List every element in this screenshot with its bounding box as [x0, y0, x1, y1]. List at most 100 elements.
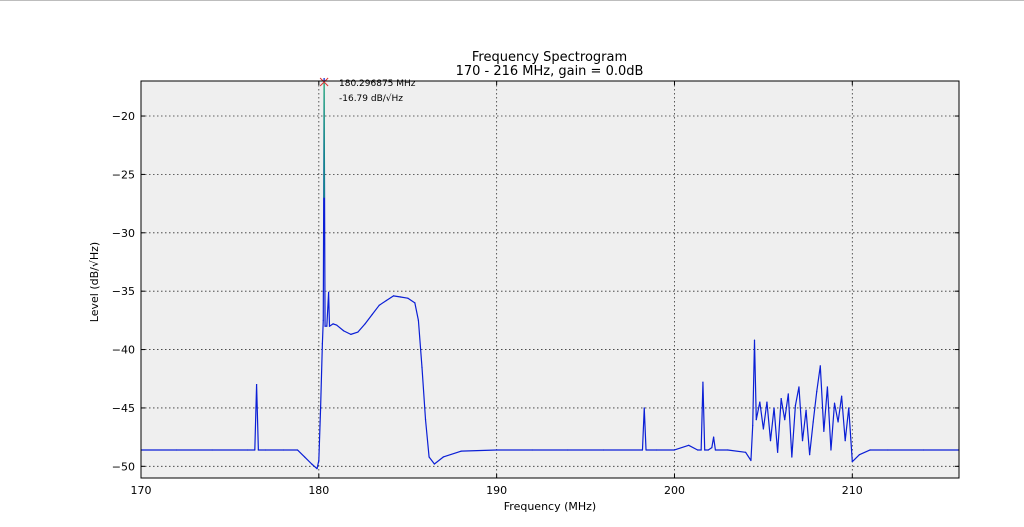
series-point [711, 447, 713, 449]
series-point [407, 297, 409, 299]
series-point [296, 449, 299, 451]
series-point [714, 449, 716, 451]
series-point [745, 451, 747, 453]
series-point [773, 407, 775, 409]
series-point [727, 449, 729, 451]
series-point [922, 449, 925, 451]
series-point [704, 449, 706, 451]
series-point [460, 450, 462, 452]
series-point [304, 456, 306, 458]
series-point [750, 459, 752, 462]
y-tick-label: −40 [112, 344, 135, 357]
y-tick-label: −30 [112, 227, 135, 240]
series-point [531, 449, 533, 451]
series-point [819, 365, 821, 367]
axis-ticks: 170 180 190 200 210 −50 −45 −40 −35 −30 −25 −20 [112, 81, 959, 497]
series-point [414, 302, 416, 304]
series-point [257, 449, 259, 451]
series-point [326, 325, 328, 327]
x-tick-label: 170 [131, 484, 152, 497]
series-point [688, 444, 690, 446]
series-point [378, 304, 380, 306]
series-point [211, 449, 213, 451]
series-point [602, 449, 604, 451]
series-point [643, 407, 645, 409]
series-point [798, 386, 800, 388]
x-tick-label: 190 [486, 484, 507, 497]
peak-marker-layer [319, 77, 329, 198]
series-point [753, 339, 756, 341]
series-point [282, 449, 284, 451]
peak-annotation-level: -16.79 dB/√Hz [339, 93, 403, 104]
y-tick-label: −20 [112, 110, 135, 123]
spectrum-series-line [141, 77, 959, 470]
series-point [844, 440, 846, 442]
series-point [673, 449, 676, 451]
series-point [371, 313, 373, 316]
y-axis-label: Level (dB/√Hz) [88, 242, 101, 322]
series-point [641, 449, 644, 451]
series-point [809, 454, 811, 456]
series-point [424, 419, 427, 421]
series-point [357, 331, 359, 333]
series-point [336, 324, 338, 326]
x-tick-label: 200 [664, 484, 685, 497]
series-point [316, 468, 318, 470]
series-point [323, 77, 325, 80]
series-point [784, 419, 786, 421]
x-tick-label: 180 [308, 484, 329, 497]
series-point [254, 449, 256, 451]
series-point [759, 401, 761, 403]
y-tick-label: −25 [112, 168, 135, 181]
series-point [702, 381, 704, 383]
series-point [791, 456, 793, 458]
series-point [428, 456, 430, 458]
plot-area [141, 81, 959, 478]
series-point [812, 421, 814, 423]
series-point [496, 449, 498, 451]
series-point [350, 333, 352, 335]
series-point [320, 407, 322, 409]
peak-annotation-frequency: 180.296875 MHz [339, 79, 416, 89]
series-point [696, 449, 699, 451]
series-point [858, 454, 861, 456]
series-point [255, 383, 258, 386]
series-point [752, 424, 754, 427]
series-point [175, 449, 178, 451]
series-point [318, 459, 320, 462]
series-point [328, 291, 330, 293]
series-point [392, 295, 395, 297]
series-point [787, 393, 789, 395]
y-tick-label: −50 [112, 460, 135, 473]
series-point [780, 398, 782, 400]
series-point [364, 323, 366, 325]
series-point [328, 325, 331, 327]
series-point [777, 451, 779, 453]
series-point [805, 409, 807, 411]
y-tick-label: −35 [112, 285, 135, 298]
series-point [442, 456, 444, 458]
series-point [656, 449, 658, 451]
series-point [321, 343, 323, 345]
series-point [713, 436, 715, 438]
series-point [645, 449, 647, 451]
y-tick-label: −45 [112, 402, 135, 415]
series-point [769, 440, 772, 442]
series-layer [140, 77, 960, 470]
series-point [830, 449, 832, 451]
series-point [400, 296, 402, 298]
series-point [851, 461, 853, 463]
series-point [343, 330, 345, 332]
series-point [324, 325, 326, 327]
series-point [311, 463, 313, 465]
series-point [823, 430, 825, 432]
series-point [826, 386, 829, 388]
series-point [848, 407, 850, 409]
series-point [766, 401, 768, 403]
series-point [833, 402, 836, 404]
plot-frame [140, 80, 960, 479]
peak-marker-x [319, 77, 329, 87]
series-point [247, 449, 249, 451]
window-top-rule [0, 0, 1024, 1]
